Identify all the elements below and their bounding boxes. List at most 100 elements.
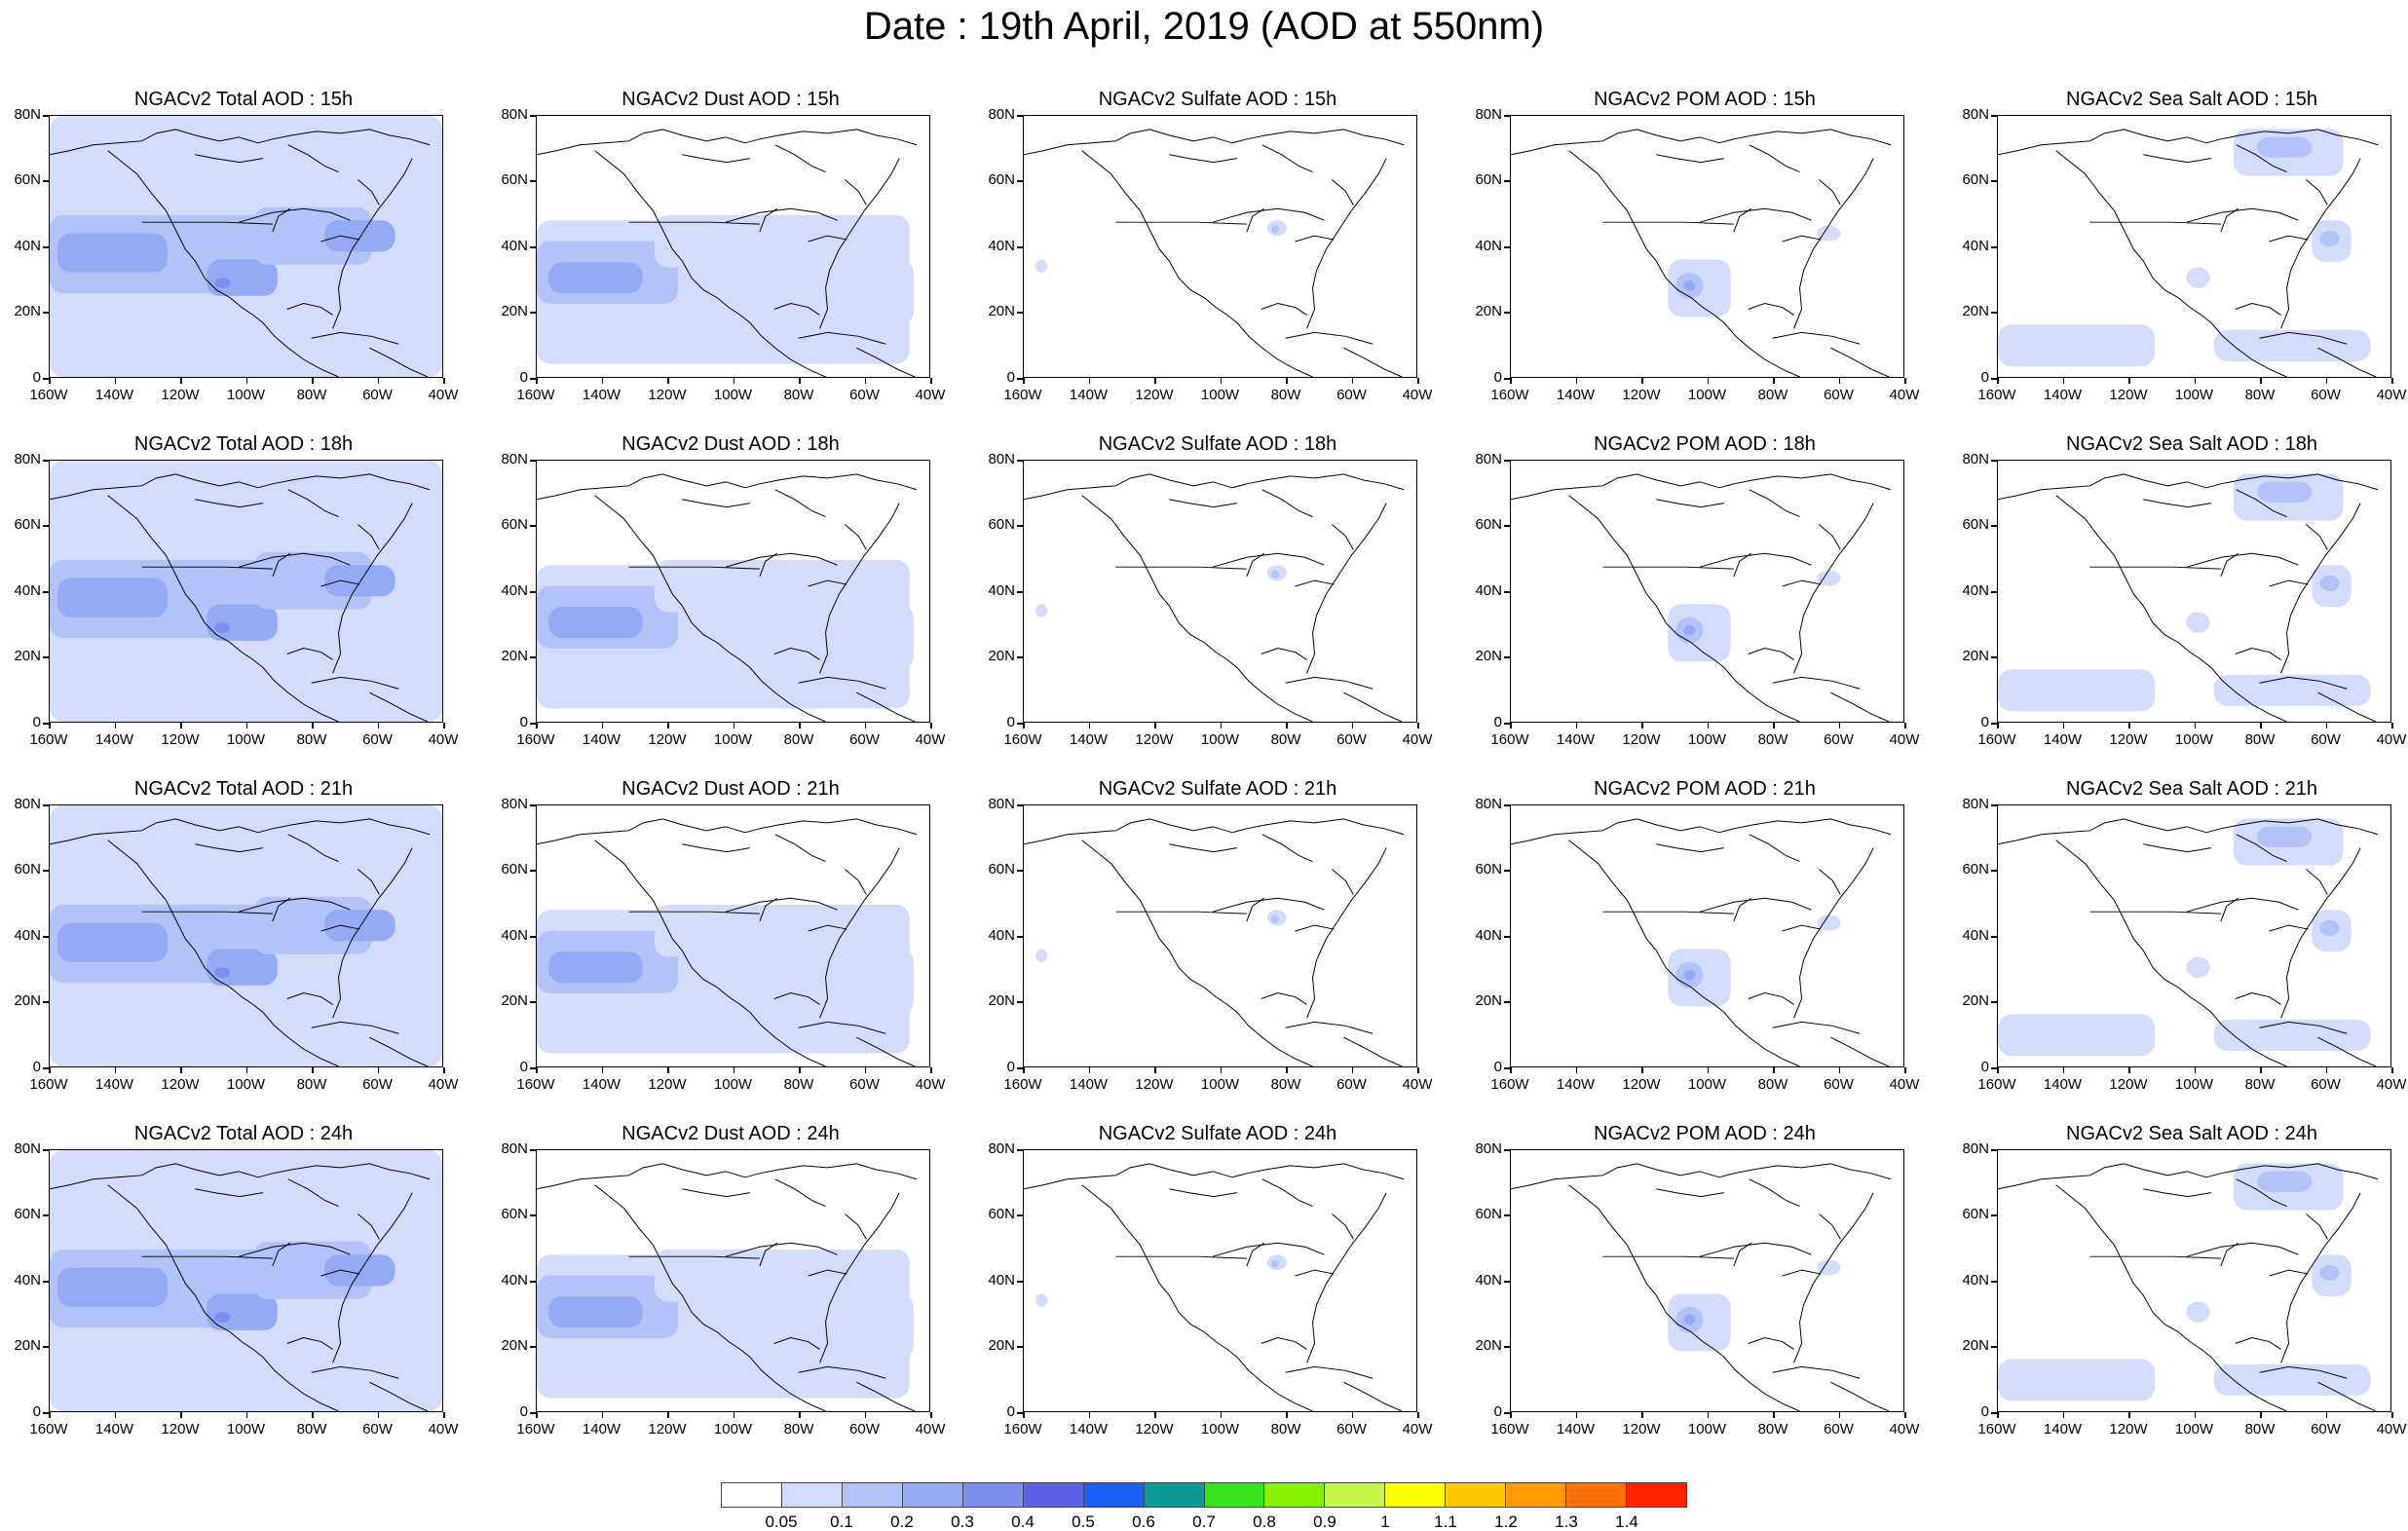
coastline — [2143, 499, 2211, 508]
map-frame — [1997, 804, 2391, 1067]
aod-shading-level-1 — [654, 1249, 910, 1302]
latitude-tick — [1504, 460, 1510, 462]
coastline — [2259, 676, 2348, 690]
latitude-tick — [530, 180, 536, 182]
longitude-label: 140W — [1069, 1076, 1109, 1093]
coastline — [1511, 129, 1892, 156]
longitude-tick — [1417, 1412, 1419, 1418]
panel-title: NGACv2 Dust AOD : 24h — [621, 1123, 840, 1144]
latitude-tick — [1017, 180, 1023, 182]
colorbar-swatch — [902, 1483, 963, 1507]
longitude-label: 100W — [2174, 387, 2214, 403]
aod-shading-level-1 — [1998, 1359, 2156, 1401]
coastline — [537, 818, 918, 845]
coastline — [1306, 847, 1387, 1019]
colorbar-tick-label: 1.2 — [1494, 1512, 1518, 1531]
aod-shading-level-1 — [1998, 324, 2156, 367]
latitude-tick — [43, 115, 49, 117]
latitude-label: 20N — [988, 992, 1015, 1009]
aod-shading-level-3 — [324, 910, 395, 942]
longitude-label: 40W — [915, 1421, 946, 1438]
longitude-label: 40W — [1402, 731, 1433, 748]
aod-shading-level-2 — [1270, 1259, 1279, 1268]
coastline — [1024, 818, 1405, 845]
coastline — [1830, 1381, 1890, 1411]
latitude-label: 0 — [32, 1403, 41, 1420]
latitude-label: 20N — [501, 992, 528, 1009]
coastline — [2055, 150, 2287, 377]
longitude-tick — [601, 1067, 603, 1073]
longitude-tick — [1088, 378, 1090, 384]
map-panel-dust: NGACv2 Dust AOD : 24h 80N 60N 40N 20N 0 160W 14… — [487, 1122, 974, 1463]
aod-shading-level-2 — [2319, 575, 2340, 591]
longitude-tick — [667, 1412, 669, 1418]
longitude-tick — [443, 723, 445, 728]
latitude-tick — [1504, 115, 1510, 117]
longitude-label: 40W — [428, 387, 459, 403]
latitude-label: 0 — [1006, 1059, 1015, 1075]
longitude-label: 140W — [94, 1076, 134, 1093]
latitude-label: 20N — [501, 648, 528, 664]
coastline — [50, 818, 431, 845]
map-frame — [1997, 460, 2391, 723]
latitude-label: 0 — [1980, 714, 1989, 730]
latitude-label: 40N — [1475, 1272, 1502, 1288]
aod-shading-level-3 — [324, 220, 395, 252]
aod-shading-level-1 — [2213, 329, 2371, 361]
latitude-label: 20N — [1475, 303, 1502, 319]
latitude-tick — [1504, 312, 1510, 314]
longitude-label: 80W — [1757, 1421, 1788, 1438]
latitude-tick — [1017, 656, 1023, 658]
longitude-tick — [733, 723, 734, 728]
longitude-tick — [1510, 723, 1512, 728]
longitude-tick — [930, 1067, 932, 1073]
longitude-label: 100W — [1687, 1076, 1727, 1093]
panel-title: NGACv2 Sea Salt AOD : 21h — [2066, 778, 2317, 800]
longitude-label: 160W — [1977, 387, 2016, 403]
longitude-label: 100W — [226, 387, 266, 403]
latitude-tick — [1504, 246, 1510, 248]
latitude-label: 80N — [501, 796, 528, 812]
coastline — [2236, 1178, 2287, 1208]
latitude-label: 40N — [501, 582, 528, 599]
coastline — [1343, 1381, 1403, 1411]
coastline — [759, 207, 778, 233]
coastline — [1772, 331, 1861, 345]
latitude-tick — [1991, 804, 1997, 806]
coastline — [1749, 489, 1800, 518]
longitude-tick — [1023, 723, 1025, 728]
map-frame — [1510, 115, 1904, 378]
coastline — [628, 566, 760, 570]
aod-field — [1998, 1163, 2379, 1411]
longitude-tick — [1351, 378, 1353, 384]
longitude-label: 60W — [1824, 1421, 1854, 1438]
latitude-label: 60N — [1475, 1206, 1502, 1222]
latitude-label: 20N — [1475, 1337, 1502, 1354]
latitude-label: 80N — [1475, 451, 1502, 467]
longitude-label: 120W — [1135, 1421, 1174, 1438]
longitude-tick — [2260, 723, 2262, 728]
latitude-tick — [1504, 591, 1510, 593]
coastline — [2220, 1242, 2239, 1267]
coastline — [1568, 495, 1800, 722]
coastline — [2269, 235, 2309, 243]
aod-shading-level-1 — [2186, 612, 2210, 633]
latitude-tick — [1991, 115, 1997, 117]
aod-shading-level-3 — [1683, 1314, 1696, 1326]
coastline — [1246, 1242, 1265, 1267]
longitude-label: 40W — [1889, 387, 1920, 403]
coastline — [1568, 150, 1800, 377]
longitude-label: 140W — [1069, 1421, 1109, 1438]
longitude-label: 120W — [1135, 731, 1174, 748]
coastline — [272, 207, 291, 233]
coastline — [320, 579, 360, 587]
coastline — [1819, 869, 1841, 895]
longitude-label: 100W — [713, 731, 753, 748]
longitude-tick — [536, 1067, 538, 1073]
aod-shading-level-1 — [2186, 1301, 2210, 1323]
latitude-label: 80N — [988, 796, 1015, 812]
coastline — [2089, 566, 2221, 570]
latitude-tick — [530, 1412, 536, 1414]
coastline — [369, 1036, 429, 1066]
latitude-tick — [43, 1346, 49, 1348]
